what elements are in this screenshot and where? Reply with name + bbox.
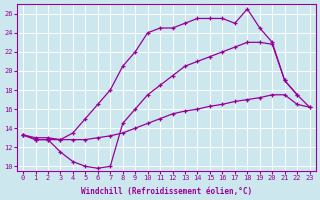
X-axis label: Windchill (Refroidissement éolien,°C): Windchill (Refroidissement éolien,°C) [81,187,252,196]
